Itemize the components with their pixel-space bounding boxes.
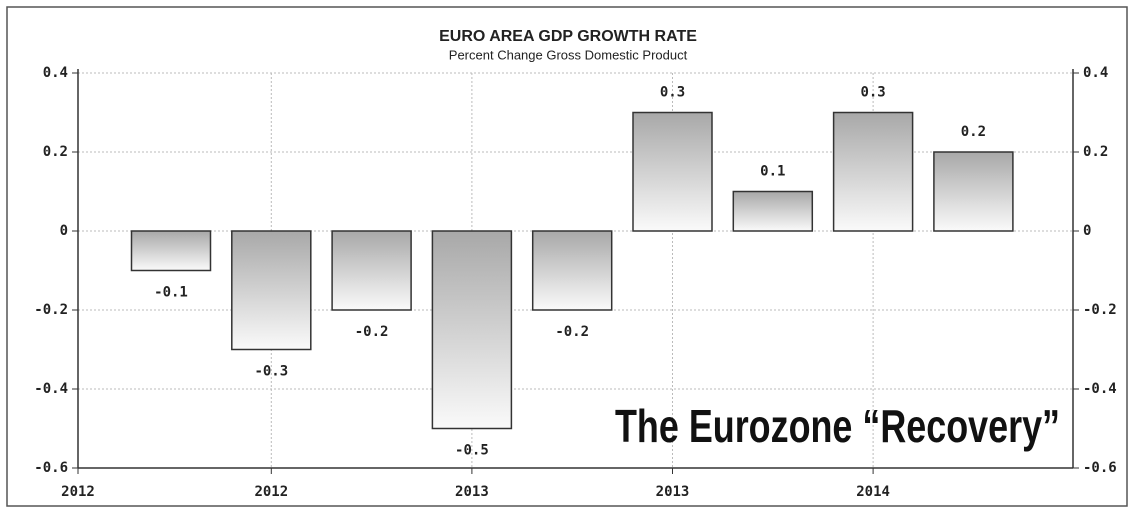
x-tick-label: 2014 — [856, 484, 890, 500]
y2-tick-label: -0.4 — [1083, 381, 1117, 397]
y2-tick-label: 0.4 — [1083, 65, 1108, 81]
bar — [531, 230, 613, 311]
x-tick-label: 2013 — [455, 484, 489, 500]
bar — [231, 230, 312, 351]
x-tick-label: 2012 — [254, 484, 288, 500]
bar — [632, 111, 713, 232]
value-label: 0.2 — [961, 124, 986, 140]
y-tick-label: -0.2 — [34, 302, 68, 318]
y2-tick-label: -0.2 — [1083, 302, 1117, 318]
y2-tick-label: 0.2 — [1083, 144, 1108, 160]
bar — [933, 151, 1014, 232]
bar — [832, 111, 914, 232]
value-label: 0.3 — [660, 85, 685, 101]
value-label: 0.3 — [860, 85, 885, 101]
y-tick-label: -0.4 — [34, 381, 68, 397]
x-tick-label: 2012 — [61, 484, 95, 500]
chart-title: EURO AREA GDP GROWTH RATE — [439, 28, 697, 45]
bar — [130, 230, 212, 272]
y-tick-label: -0.6 — [34, 460, 68, 476]
y-tick-label: 0.4 — [43, 65, 68, 81]
annotation: The Eurozone “Recovery” — [615, 400, 1060, 452]
value-label: -0.1 — [154, 285, 188, 301]
y2-tick-label: -0.6 — [1083, 460, 1117, 476]
value-label: -0.5 — [455, 443, 489, 459]
value-label: -0.2 — [555, 324, 589, 340]
bar — [732, 190, 814, 232]
y-tick-label: 0.2 — [43, 144, 68, 160]
value-label: 0.1 — [760, 164, 785, 180]
y2-tick-label: 0 — [1083, 223, 1091, 239]
frame — [6, 6, 1128, 507]
x-tick-label: 2013 — [656, 484, 690, 500]
value-label: -0.3 — [254, 364, 288, 380]
chart-subtitle: Percent Change Gross Domestic Product — [449, 47, 688, 62]
bar — [431, 230, 513, 430]
y-tick-label: 0 — [60, 223, 68, 239]
value-label: -0.2 — [355, 324, 389, 340]
bar — [331, 230, 412, 311]
